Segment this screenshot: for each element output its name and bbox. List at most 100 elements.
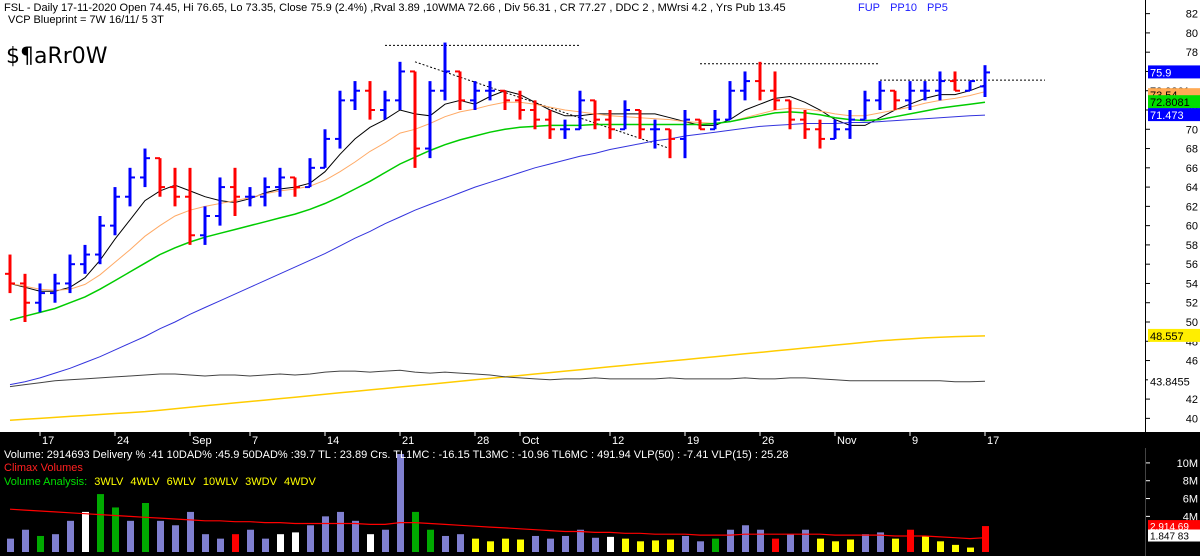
- price-header-line: FSL - Daily 17-11-2020 Open 74.45, Hi 76…: [4, 2, 786, 14]
- volume-bar: [232, 534, 239, 552]
- ohlc-bar: [395, 61, 405, 110]
- volume-bar: [307, 525, 314, 552]
- ohlc-bar: [110, 187, 120, 236]
- volume-label: 2.914 69: [1150, 522, 1189, 533]
- ohlc-bar: [275, 167, 285, 197]
- volume-bar: [367, 534, 374, 552]
- ohlc-bar: [200, 206, 210, 245]
- volume-bar: [637, 541, 644, 552]
- date-tick-label: 17: [987, 435, 999, 447]
- legend-6wlv: 6WLV: [166, 476, 196, 488]
- price-pane[interactable]: FSL - Daily 17-11-2020 Open 74.45, Hi 76…: [0, 0, 1145, 432]
- volume-axis[interactable]: 10M 8M 6M 4M 2.914 69 1.847 83: [1145, 448, 1200, 556]
- ohlc-bar: [875, 81, 885, 110]
- volume-bar: [757, 529, 764, 552]
- ohlc-bar: [320, 129, 330, 169]
- volume-bar: [292, 532, 299, 552]
- price-tick-label: 64: [1186, 182, 1198, 194]
- volume-tick-label: 10M: [1177, 458, 1198, 470]
- ohlc-bar: [20, 273, 30, 322]
- volume-bar: [862, 534, 869, 552]
- ohlc-bar: [545, 110, 555, 139]
- volume-bar: [877, 532, 884, 552]
- ohlc-bar: [515, 90, 525, 120]
- ma_50-line: [9, 114, 986, 386]
- volume-bar: [217, 538, 224, 552]
- ohlc-bar: [170, 167, 180, 207]
- ma_10-line: [9, 91, 986, 291]
- ohlc-bar: [380, 90, 390, 120]
- volume-bar: [52, 534, 59, 552]
- price-tick-label: 82: [1186, 9, 1198, 21]
- volume-tick-label: 6M: [1183, 494, 1198, 506]
- date-tick-label: 9: [912, 435, 918, 447]
- price-axis[interactable]: 4042444648505254565860626466687072747678…: [1145, 0, 1200, 432]
- volume-bar: [397, 454, 404, 552]
- volume-bar: [787, 534, 794, 552]
- volume-bar: [562, 535, 569, 552]
- legend-4wdv: 4WDV: [284, 476, 316, 488]
- price-label: 75.9: [1150, 67, 1171, 79]
- ohlc-bar: [920, 81, 930, 101]
- volume-bar: [412, 511, 419, 552]
- ohlc-bar: [830, 119, 840, 140]
- volume-bar: [892, 538, 899, 552]
- legend-10wlv: 10WLV: [202, 476, 239, 488]
- volume-bar: [112, 507, 119, 552]
- volume-pane[interactable]: Volume: 2914693 Delivery % :41 10DAD% :4…: [0, 448, 1145, 556]
- ma_21-line: [9, 101, 986, 321]
- volume-bar: [607, 536, 614, 552]
- ohlc-bar: [935, 71, 945, 101]
- ohlc-bar: [905, 81, 915, 110]
- ohlc-bar: [815, 119, 825, 149]
- price-label-box: [1148, 328, 1200, 342]
- date-tick-label: 7: [252, 435, 258, 447]
- ohlc-bar: [455, 70, 465, 110]
- ohlc-bar: [680, 110, 690, 159]
- volume-bar: [97, 494, 104, 552]
- link-pp5[interactable]: PP5: [927, 2, 948, 14]
- ohlc-bar: [230, 167, 240, 216]
- volume-bar: [142, 503, 149, 552]
- volume-bar: [742, 525, 749, 552]
- link-fup[interactable]: FUP: [858, 2, 880, 14]
- volume-bar: [202, 534, 209, 552]
- date-axis[interactable]: 17 24 Sep 7 14 21 28 Oct 12 19 26 Nov 9 17: [0, 432, 1200, 448]
- volume-bar: [577, 529, 584, 552]
- ohlc-bar: [5, 254, 15, 294]
- legend-4wlv: 4WLV: [130, 476, 160, 488]
- ohlc-bar: [290, 176, 300, 197]
- legend-3wdv: 3WDV: [245, 476, 277, 488]
- volume-bar: [352, 520, 359, 552]
- price-label: 48.557: [1150, 331, 1184, 343]
- rs_line-line: [9, 369, 986, 388]
- ohlc-bar: [260, 177, 270, 207]
- ohlc-bar: [305, 158, 315, 189]
- price-label: 72.8081: [1150, 97, 1190, 109]
- ohlc-bar: [410, 70, 420, 168]
- volume-bar: [982, 526, 989, 552]
- price-label-box: [1148, 65, 1200, 79]
- ohlc-bar: [140, 148, 150, 188]
- volume-bar: [442, 535, 449, 552]
- volume-bar: [832, 541, 839, 552]
- price-tick-label: 42: [1186, 394, 1198, 406]
- price-tick-label: 54: [1186, 278, 1198, 290]
- volume-chart: [7, 454, 989, 552]
- volume-bar: [727, 529, 734, 552]
- volume-bar: [697, 541, 704, 552]
- price-tick-label: 52: [1186, 298, 1198, 310]
- date-tick-label: Sep: [192, 435, 212, 447]
- volume-bar: [907, 529, 914, 552]
- trendline: [414, 61, 671, 150]
- link-pp10[interactable]: PP10: [890, 2, 917, 14]
- ohlc-bar: [800, 110, 810, 139]
- volume-bar: [7, 538, 14, 552]
- ohlc-bar: [125, 167, 135, 207]
- ohlc-bar: [50, 273, 60, 303]
- ohlc-bar: [185, 167, 195, 245]
- volume-bar: [67, 520, 74, 552]
- volume-bar: [847, 539, 854, 552]
- price-tick-label: 56: [1186, 259, 1198, 271]
- ohlc-bar: [605, 110, 615, 139]
